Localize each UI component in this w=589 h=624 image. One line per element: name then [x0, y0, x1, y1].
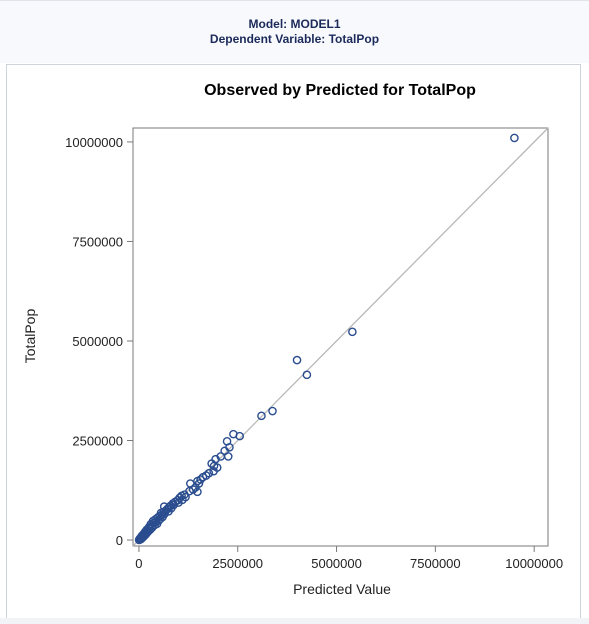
- y-tick-label: 7500000: [72, 234, 123, 249]
- x-tick-label: 2500000: [212, 556, 263, 571]
- data-point: [209, 466, 218, 476]
- data-point: [198, 472, 208, 482]
- plot-frame: [6, 64, 581, 624]
- page-footer-strip: [0, 618, 589, 624]
- scatter-points: [134, 133, 519, 545]
- dependent-variable-label: Dependent Variable: TotalPop: [209, 32, 380, 46]
- x-tick-label: 5000000: [311, 556, 362, 571]
- y-tick-label: 5000000: [72, 334, 123, 349]
- data-point: [348, 327, 357, 337]
- data-point: [229, 429, 238, 439]
- data-point: [207, 459, 216, 468]
- data-point: [223, 452, 233, 461]
- model-header: Model: MODEL1 Dependent Variable: TotalP…: [0, 0, 589, 63]
- model-label: Model: MODEL1: [248, 17, 341, 31]
- data-point: [268, 406, 277, 416]
- x-tick-label: 0: [135, 556, 142, 571]
- data-point: [134, 535, 144, 545]
- data-point: [292, 355, 302, 365]
- data-point: [174, 498, 183, 507]
- y-tick-label: 2500000: [72, 434, 123, 449]
- axes: [127, 127, 549, 552]
- plot-area-border: [132, 127, 549, 547]
- y-tick-label: 0: [116, 533, 123, 548]
- chart-title: Observed by Predicted for TotalPop: [204, 82, 476, 99]
- x-axis-label: Predicted Value: [293, 581, 391, 597]
- data-point: [302, 370, 312, 380]
- x-tick-label: 10000000: [505, 556, 563, 571]
- x-tick-label: 7500000: [410, 556, 461, 571]
- y-axis-label: TotalPop: [22, 309, 38, 364]
- tick-labels: 0 2500000 5000000 7500000 10000000 0 2500000 50…: [65, 135, 563, 571]
- data-point: [510, 133, 519, 143]
- data-point: [257, 411, 266, 421]
- data-point: [193, 487, 202, 497]
- y-tick-label: 10000000: [65, 135, 123, 150]
